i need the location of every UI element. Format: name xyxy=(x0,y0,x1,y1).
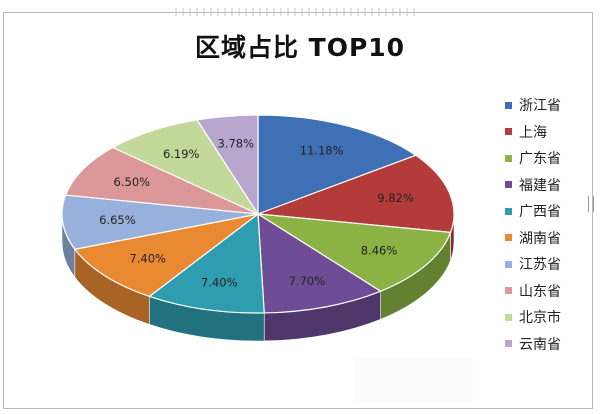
slice-value-label: 11.18% xyxy=(300,143,344,157)
legend-swatch xyxy=(505,234,512,242)
pie-slice[interactable] xyxy=(64,146,259,215)
legend-item: 广东省 xyxy=(505,145,585,172)
pie-slice[interactable] xyxy=(148,212,265,314)
legend-label: 浙江省 xyxy=(519,98,561,115)
pie-slice[interactable] xyxy=(73,213,259,298)
legend-item: 江苏省 xyxy=(505,251,585,278)
slice-value-label: 7.40% xyxy=(129,251,166,265)
legend-swatch xyxy=(505,260,512,268)
data-labels: 11.18% 9.82% 8.46% 7.70% 7.40% 7.40% 6.65% 6.50… xyxy=(99,137,414,290)
legend-label: 湖南省 xyxy=(519,230,561,247)
top-border-decoration xyxy=(175,8,415,16)
pie-slices xyxy=(61,114,455,314)
legend-item: 福建省 xyxy=(505,172,585,199)
blank-area xyxy=(355,358,473,402)
chart-title: 区域占比 TOP10 xyxy=(194,33,406,62)
legend-item: 广西省 xyxy=(505,198,585,225)
resize-handle[interactable] xyxy=(588,196,594,212)
pie-slice[interactable] xyxy=(111,119,260,216)
legend-item: 山东省 xyxy=(505,278,585,305)
pie-slice[interactable] xyxy=(257,154,455,234)
chart-legend: 浙江省上海广东省福建省广西省湖南省江苏省山东省北京市云南省 xyxy=(505,92,585,357)
legend-item: 北京市 xyxy=(505,304,585,331)
legend-label: 广西省 xyxy=(519,204,561,221)
legend-swatch xyxy=(505,313,512,321)
pie-slice[interactable] xyxy=(61,194,259,250)
legend-label: 福建省 xyxy=(519,177,561,194)
pie-slice[interactable] xyxy=(257,212,382,314)
legend-label: 江苏省 xyxy=(519,257,561,274)
legend-swatch xyxy=(505,207,512,215)
legend-item: 云南省 xyxy=(505,331,585,358)
legend-swatch xyxy=(505,287,512,295)
legend-swatch xyxy=(505,181,512,189)
legend-item: 湖南省 xyxy=(505,225,585,252)
legend-label: 北京市 xyxy=(519,310,561,327)
pie-slice[interactable] xyxy=(257,213,452,292)
legend-swatch xyxy=(505,340,512,348)
slice-value-label: 8.46% xyxy=(361,244,398,258)
slice-value-label: 9.82% xyxy=(377,191,414,205)
legend-item: 浙江省 xyxy=(505,92,585,119)
slice-value-label: 6.19% xyxy=(163,147,200,161)
slice-value-label: 7.70% xyxy=(289,274,326,288)
legend-item: 上海 xyxy=(505,119,585,146)
slice-value-label: 3.78% xyxy=(217,137,254,151)
pie-slice[interactable] xyxy=(257,114,418,215)
legend-label: 广东省 xyxy=(519,151,561,168)
legend-label: 上海 xyxy=(519,124,547,141)
legend-swatch xyxy=(505,154,512,162)
slice-value-label: 6.65% xyxy=(99,213,136,227)
slice-value-label: 7.40% xyxy=(201,276,238,290)
legend-label: 云南省 xyxy=(519,336,561,353)
pie-slice[interactable] xyxy=(196,114,259,217)
slice-value-label: 6.50% xyxy=(114,175,151,189)
legend-label: 山东省 xyxy=(519,283,561,300)
legend-swatch xyxy=(505,128,512,136)
legend-swatch xyxy=(505,101,512,109)
